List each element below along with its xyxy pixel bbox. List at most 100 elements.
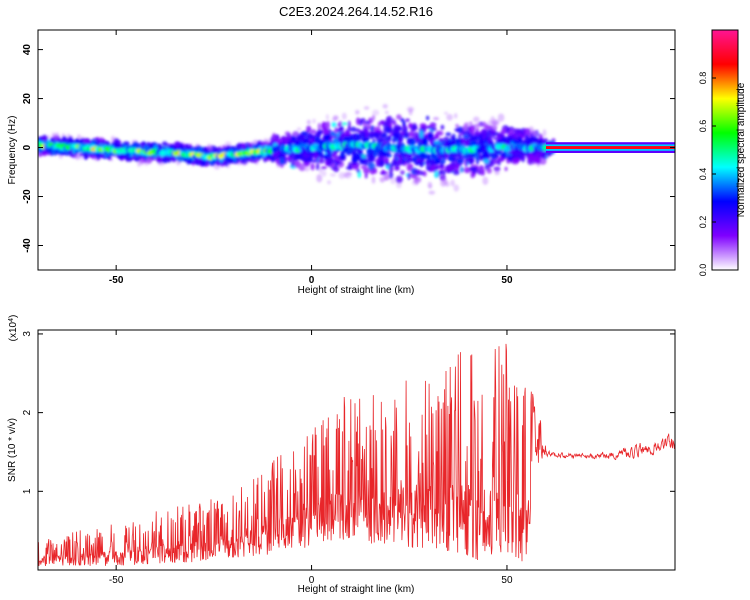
spectrogram-blob — [354, 128, 361, 133]
spectrogram-blob — [379, 177, 385, 183]
spectrogram-blob — [533, 131, 539, 137]
spectrogram-blob — [470, 136, 479, 140]
spectrogram-blob — [390, 177, 396, 185]
spectrogram-blob — [263, 138, 268, 144]
spectrogram-blob — [237, 142, 243, 151]
spectrogram-blob — [430, 137, 434, 146]
snr-frame — [37, 329, 676, 571]
colorbar-tick-label: 0.8 — [698, 72, 708, 85]
spectrogram-y-tick-label: -40 — [22, 238, 33, 253]
spectrogram-blob — [423, 170, 427, 177]
spectrogram-blob — [433, 140, 441, 146]
spectrogram-blob — [294, 160, 301, 169]
spectrogram-blob — [310, 163, 315, 171]
spectrogram-blob — [347, 120, 351, 129]
spectrogram-blob — [404, 153, 412, 160]
spectrogram-blob — [469, 166, 476, 172]
spectrogram-blob — [333, 116, 338, 121]
spectrogram-blob — [395, 175, 403, 183]
spectrogram-blob — [325, 114, 329, 121]
spectrogram-blob — [454, 127, 461, 132]
snr-x-tick-label: 50 — [501, 575, 513, 586]
spectrogram-blob — [435, 130, 444, 136]
spectrogram-blob — [474, 130, 480, 136]
spectrogram-blob — [173, 141, 181, 148]
spectrogram-blob — [334, 126, 338, 134]
spectrogram-blob — [482, 121, 487, 128]
spectrogram-blob — [494, 169, 500, 176]
spectrogram-blob — [351, 165, 358, 170]
colorbar-tick-label: 0.6 — [698, 120, 708, 133]
spectrogram-blob — [468, 124, 476, 133]
spectrogram-blob — [355, 110, 360, 115]
spectrogram-blob — [443, 111, 449, 115]
spectrogram-blob — [522, 139, 528, 145]
spectrogram-blob — [473, 116, 480, 123]
spectrogram-blob — [396, 114, 402, 120]
spectrogram-blob — [285, 156, 292, 161]
spectrogram-blob — [316, 162, 320, 171]
spectrogram-blob — [503, 137, 507, 143]
spectrogram-y-tick-label: 40 — [22, 44, 33, 56]
spectrogram-y-tick-label: 0 — [22, 144, 33, 150]
spectrogram-blob — [456, 158, 465, 164]
spectrogram-blob — [109, 157, 114, 162]
spectrogram-y-ticks: 40 20 0 -20 -40 — [22, 44, 675, 253]
spectrogram-blob — [333, 166, 340, 173]
spectrogram-blob — [413, 179, 418, 183]
spectrogram-blob — [419, 158, 425, 167]
colorbar: 0.0 0.2 0.4 0.6 0.8 Normalized spectral ampl… — [698, 29, 747, 276]
spectrogram-blob — [338, 120, 343, 126]
spectrogram-blob — [157, 162, 165, 166]
spectrogram-blob — [408, 123, 412, 129]
spectrogram-blob — [488, 161, 495, 167]
spectrogram-blob — [58, 139, 63, 145]
spectrogram-blob — [428, 190, 436, 195]
spectrogram-blob — [337, 136, 342, 143]
spectrogram-blob — [319, 167, 323, 174]
spectrogram-blob — [442, 172, 446, 176]
spectrogram-blob — [390, 129, 394, 138]
figure-title: C2E3.2024.264.14.52.R16 — [279, 4, 433, 19]
spectrogram-blob — [329, 173, 337, 177]
spectrogram-blob — [497, 156, 505, 162]
spectrogram-blob — [455, 138, 462, 144]
spectrogram-blob — [430, 126, 437, 132]
snr-y-ticks: 3 2 1 — [22, 331, 675, 494]
spectrogram-blob — [356, 117, 360, 126]
snr-x-tick-label: -50 — [109, 575, 124, 586]
spectrogram-blob — [492, 159, 500, 165]
spectrogram-blob — [146, 157, 152, 164]
spectrogram-blob — [434, 170, 439, 179]
spectrogram-blob — [385, 162, 391, 166]
spectrogram-blob — [483, 158, 490, 164]
spectrogram-blob — [344, 131, 351, 137]
spectrogram-blob — [446, 114, 453, 121]
spectrogram-blob — [412, 131, 419, 140]
spectrogram-blob — [140, 142, 145, 147]
spectrogram-blob — [379, 171, 387, 175]
spectrogram-blob — [457, 134, 462, 138]
spectrogram-x-tick-label: 0 — [309, 275, 315, 286]
spectrogram-blob — [321, 170, 327, 177]
spectrogram-blob — [367, 162, 376, 171]
spectrogram-blob — [383, 157, 389, 163]
spectrogram-blob — [344, 171, 352, 179]
spectrogram-blob — [185, 146, 191, 151]
spectrogram-blob — [162, 156, 168, 164]
spectrogram-blob — [331, 121, 337, 128]
spectrogram-blob — [218, 145, 226, 149]
spectrogram-blob — [383, 126, 387, 134]
spectrogram-blob — [353, 155, 358, 161]
spectrogram-blob — [407, 172, 411, 180]
spectrogram-blob — [351, 150, 356, 155]
spectrogram-blob — [439, 169, 446, 174]
spectrogram-blob — [381, 133, 388, 138]
spectrogram-blob — [306, 134, 314, 139]
spectrogram-blob — [527, 153, 534, 161]
spectrogram-blob — [419, 123, 427, 129]
spectrogram-blob — [369, 125, 375, 132]
spectrogram-blob — [326, 180, 332, 185]
spectrogram-blob — [118, 152, 123, 161]
